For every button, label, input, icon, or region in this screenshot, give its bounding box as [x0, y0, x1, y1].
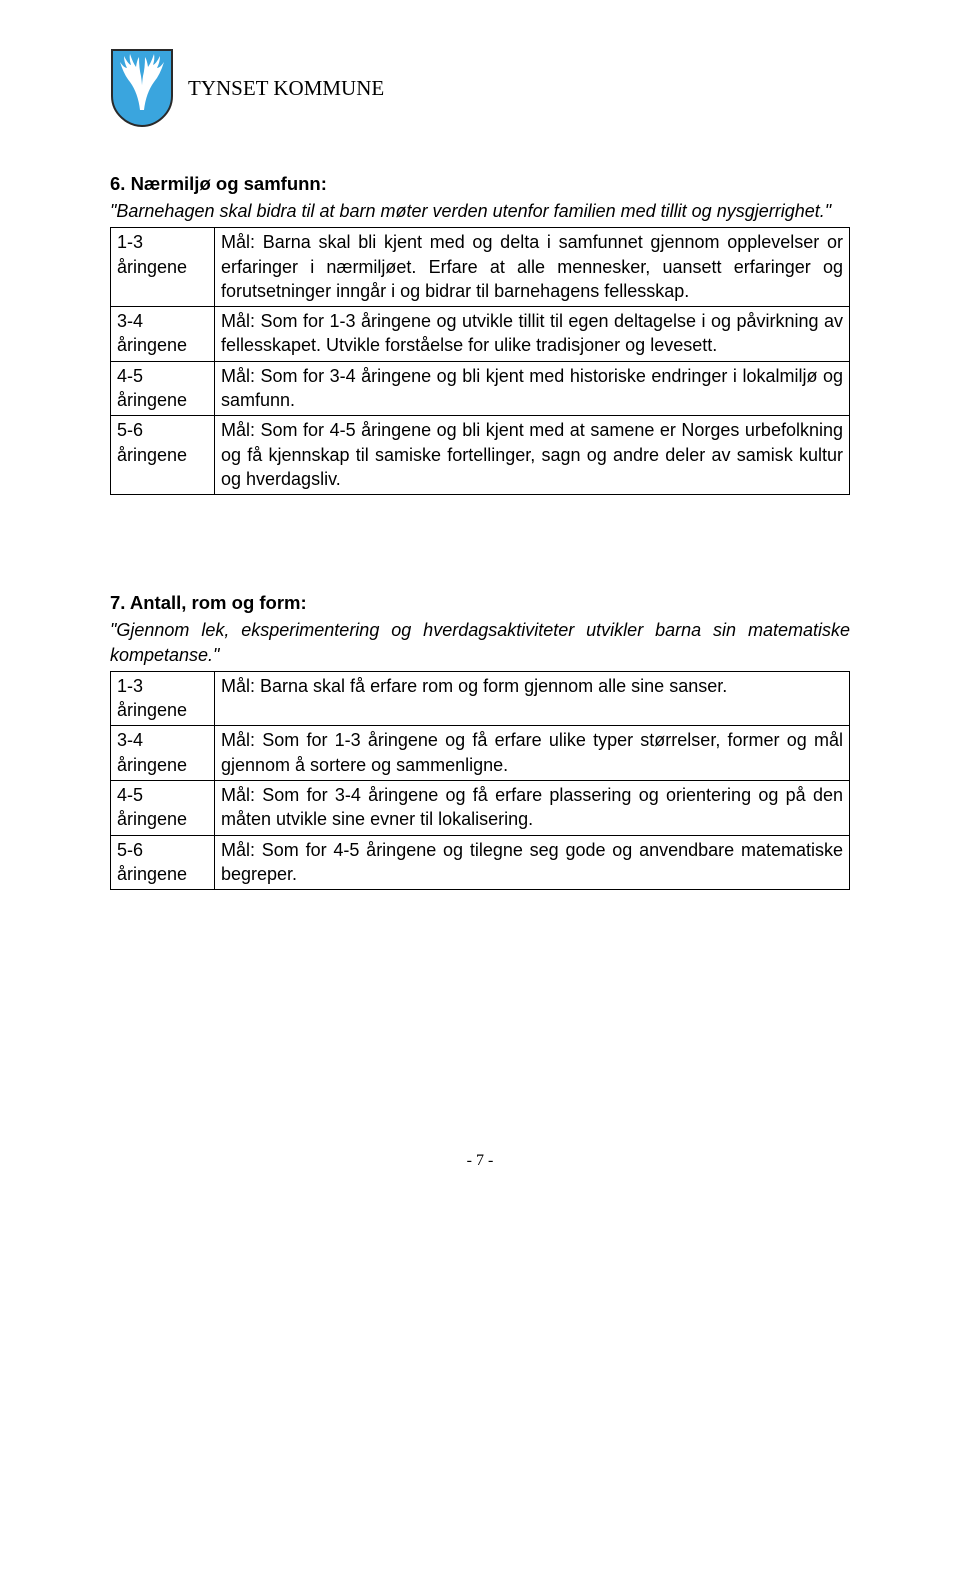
age-cell: 1-3 åringene — [111, 228, 215, 307]
table-row: 5-6 åringene Mål: Som for 4-5 åringene o… — [111, 835, 850, 890]
section-6-intro: "Barnehagen skal bidra til at barn møter… — [110, 199, 850, 223]
section-6-table: 1-3 åringene Mål: Barna skal bli kjent m… — [110, 227, 850, 495]
text-cell: Mål: Barna skal bli kjent med og delta i… — [215, 228, 850, 307]
section-7-intro: "Gjennom lek, eksperimentering og hverda… — [110, 618, 850, 667]
text-cell: Mål: Som for 4-5 åringene og bli kjent m… — [215, 416, 850, 495]
municipal-crest-icon — [110, 48, 174, 128]
age-cell: 5-6 åringene — [111, 835, 215, 890]
age-cell: 4-5 åringene — [111, 780, 215, 835]
table-row: 1-3 åringene Mål: Barna skal bli kjent m… — [111, 228, 850, 307]
page-number: - 7 - — [110, 1150, 850, 1172]
section-7-table: 1-3 åringene Mål: Barna skal få erfare r… — [110, 671, 850, 890]
table-row: 4-5 åringene Mål: Som for 3-4 åringene o… — [111, 780, 850, 835]
section-6: 6. Nærmiljø og samfunn: "Barnehagen skal… — [110, 172, 850, 495]
table-row: 1-3 åringene Mål: Barna skal få erfare r… — [111, 671, 850, 726]
org-name: TYNSET KOMMUNE — [188, 74, 384, 102]
age-cell: 3-4 åringene — [111, 726, 215, 781]
age-cell: 5-6 åringene — [111, 416, 215, 495]
text-cell: Mål: Som for 3-4 åringene og bli kjent m… — [215, 361, 850, 416]
section-6-title: 6. Nærmiljø og samfunn: — [110, 172, 850, 197]
document-header: TYNSET KOMMUNE — [110, 48, 850, 128]
table-row: 3-4 åringene Mål: Som for 1-3 åringene o… — [111, 307, 850, 362]
section-7-title: 7. Antall, rom og form: — [110, 591, 850, 616]
text-cell: Mål: Som for 1-3 åringene og utvikle til… — [215, 307, 850, 362]
text-cell: Mål: Som for 4-5 åringene og tilegne seg… — [215, 835, 850, 890]
age-cell: 4-5 åringene — [111, 361, 215, 416]
section-7: 7. Antall, rom og form: "Gjennom lek, ek… — [110, 591, 850, 890]
text-cell: Mål: Barna skal få erfare rom og form gj… — [215, 671, 850, 726]
age-cell: 1-3 åringene — [111, 671, 215, 726]
text-cell: Mål: Som for 1-3 åringene og få erfare u… — [215, 726, 850, 781]
text-cell: Mål: Som for 3-4 åringene og få erfare p… — [215, 780, 850, 835]
age-cell: 3-4 åringene — [111, 307, 215, 362]
table-row: 5-6 åringene Mål: Som for 4-5 åringene o… — [111, 416, 850, 495]
table-row: 4-5 åringene Mål: Som for 3-4 åringene o… — [111, 361, 850, 416]
table-row: 3-4 åringene Mål: Som for 1-3 åringene o… — [111, 726, 850, 781]
